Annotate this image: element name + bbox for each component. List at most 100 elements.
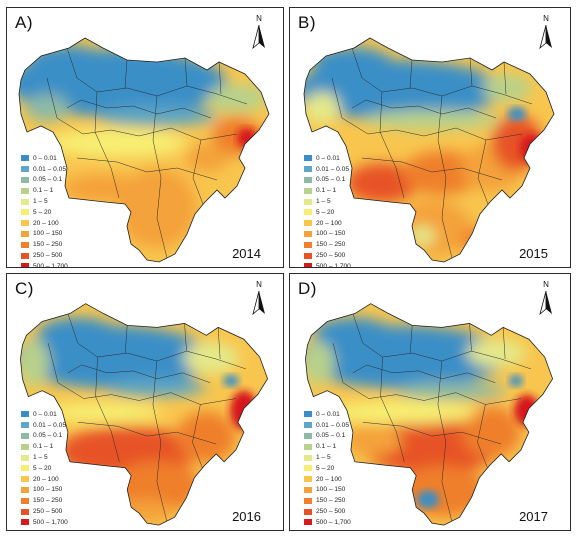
legend-label: 150 – 250	[33, 241, 63, 249]
legend-label: 250 – 500	[33, 508, 63, 516]
legend-label: 0 – 0.01	[33, 154, 57, 162]
legend-label: 100 – 150	[316, 486, 346, 494]
legend-label: 0.1 – 1	[33, 187, 54, 195]
legend-swatch	[304, 465, 312, 472]
legend-item: 0.05 – 0.1	[21, 431, 68, 442]
legend-item: 20 – 100	[304, 218, 351, 229]
legend-item: 250 – 500	[304, 250, 351, 261]
legend-item: 0.05 – 0.1	[304, 431, 351, 442]
north-arrow-icon: N	[538, 14, 554, 49]
venezuela-map	[18, 37, 270, 263]
north-letter: N	[543, 14, 549, 23]
legend-label: 250 – 500	[33, 252, 63, 260]
legend-label: 0.1 – 1	[316, 187, 337, 195]
legend-swatch	[21, 155, 29, 162]
legend-swatch	[21, 508, 29, 515]
legend-item: 20 – 100	[21, 474, 68, 485]
legend-label: 5 – 20	[316, 208, 335, 216]
legend-item: 150 – 250	[21, 495, 68, 506]
legend-swatch	[304, 176, 312, 183]
legend-item: 20 – 100	[21, 218, 68, 229]
legend-swatch	[21, 476, 29, 483]
legend-label: 150 – 250	[316, 241, 346, 249]
legend-swatch	[21, 187, 29, 194]
legend-swatch	[21, 422, 29, 429]
legend-swatch	[304, 411, 312, 418]
legend-swatch	[304, 454, 312, 461]
legend-item: 100 – 150	[21, 485, 68, 496]
legend-swatch	[21, 220, 29, 227]
legend-label: 5 – 20	[33, 208, 52, 216]
legend-label: 100 – 150	[33, 486, 63, 494]
legend-swatch	[21, 252, 29, 259]
legend-swatch	[304, 432, 312, 439]
legend-label: 0.01 – 0.05	[33, 165, 66, 173]
legend-label: 0.1 – 1	[316, 443, 337, 451]
legend-swatch	[304, 252, 312, 259]
legend-label: 150 – 250	[316, 497, 346, 505]
legend-item: 5 – 20	[304, 207, 351, 218]
legend-label: 0.05 – 0.1	[33, 432, 63, 440]
legend-label: 20 – 100	[33, 219, 59, 227]
legend-item: 5 – 20	[21, 463, 68, 474]
legend-swatch	[21, 241, 29, 248]
legend-item: 0 – 0.01	[21, 409, 68, 420]
legend-item: 0.1 – 1	[21, 441, 68, 452]
legend-item: 5 – 20	[21, 207, 68, 218]
legend-item: 0.05 – 0.1	[21, 175, 68, 186]
legend-swatch	[21, 519, 29, 526]
legend-swatch	[21, 465, 29, 472]
legend-item: 500 – 1,700	[21, 517, 68, 528]
legend-label: 500 – 1,700	[33, 518, 68, 526]
legend-swatch	[21, 432, 29, 439]
legend-item: 150 – 250	[304, 495, 351, 506]
legend-item: 500 – 1,700	[21, 261, 68, 267]
legend-swatch	[304, 187, 312, 194]
map-panel-2016: C) N 0 – 0.01 0.01 – 0.05 0.05 – 0.1 0.1…	[6, 273, 284, 531]
legend-swatch	[304, 209, 312, 216]
legend-label: 5 – 20	[33, 464, 52, 472]
legend-label: 0.01 – 0.05	[316, 421, 349, 429]
legend-label: 5 – 20	[316, 464, 335, 472]
legend-swatch	[304, 476, 312, 483]
legend-swatch	[304, 230, 312, 237]
legend-label: 20 – 100	[316, 475, 342, 483]
legend-item: 250 – 500	[21, 250, 68, 261]
legend-swatch	[21, 454, 29, 461]
legend-item: 1 – 5	[304, 196, 351, 207]
north-letter: N	[256, 280, 262, 289]
legend: 0 – 0.01 0.01 – 0.05 0.05 – 0.1 0.1 – 1 …	[21, 409, 68, 528]
legend-swatch	[304, 497, 312, 504]
year-label: 2017	[519, 509, 548, 524]
legend-swatch	[304, 443, 312, 450]
map-panel-2015: B) N 0 – 0.01 0.01 – 0.05 0.05 – 0.1 0.1…	[289, 7, 571, 268]
legend-item: 250 – 500	[21, 506, 68, 517]
panel-label: D)	[298, 279, 317, 298]
legend-swatch	[304, 422, 312, 429]
legend-item: 0.01 – 0.05	[21, 164, 68, 175]
legend-swatch	[304, 241, 312, 248]
legend-swatch	[304, 220, 312, 227]
legend-label: 500 – 1,700	[316, 262, 351, 268]
legend-item: 1 – 5	[304, 452, 351, 463]
legend-item: 100 – 150	[304, 229, 351, 240]
legend-label: 0.05 – 0.1	[316, 432, 346, 440]
legend-swatch	[21, 486, 29, 493]
legend-swatch	[304, 486, 312, 493]
map-panel-2014: A) N 0 – 0.01 0.01 – 0.05 0.05 – 0.1 0.1…	[6, 7, 284, 268]
legend-label: 1 – 5	[316, 454, 331, 462]
legend-label: 0 – 0.01	[316, 410, 340, 418]
legend-item: 0.05 – 0.1	[304, 175, 351, 186]
north-arrow-icon: N	[251, 14, 267, 49]
legend-label: 0.01 – 0.05	[316, 165, 349, 173]
legend-swatch	[304, 508, 312, 515]
legend-swatch	[21, 166, 29, 173]
legend-label: 0.05 – 0.1	[33, 176, 63, 184]
legend-swatch	[21, 411, 29, 418]
legend-label: 1 – 5	[33, 454, 48, 462]
legend-label: 100 – 150	[33, 230, 63, 238]
legend-label: 0 – 0.01	[33, 410, 57, 418]
panel-label: B)	[298, 13, 316, 32]
legend-swatch	[21, 209, 29, 216]
legend-item: 1 – 5	[21, 452, 68, 463]
